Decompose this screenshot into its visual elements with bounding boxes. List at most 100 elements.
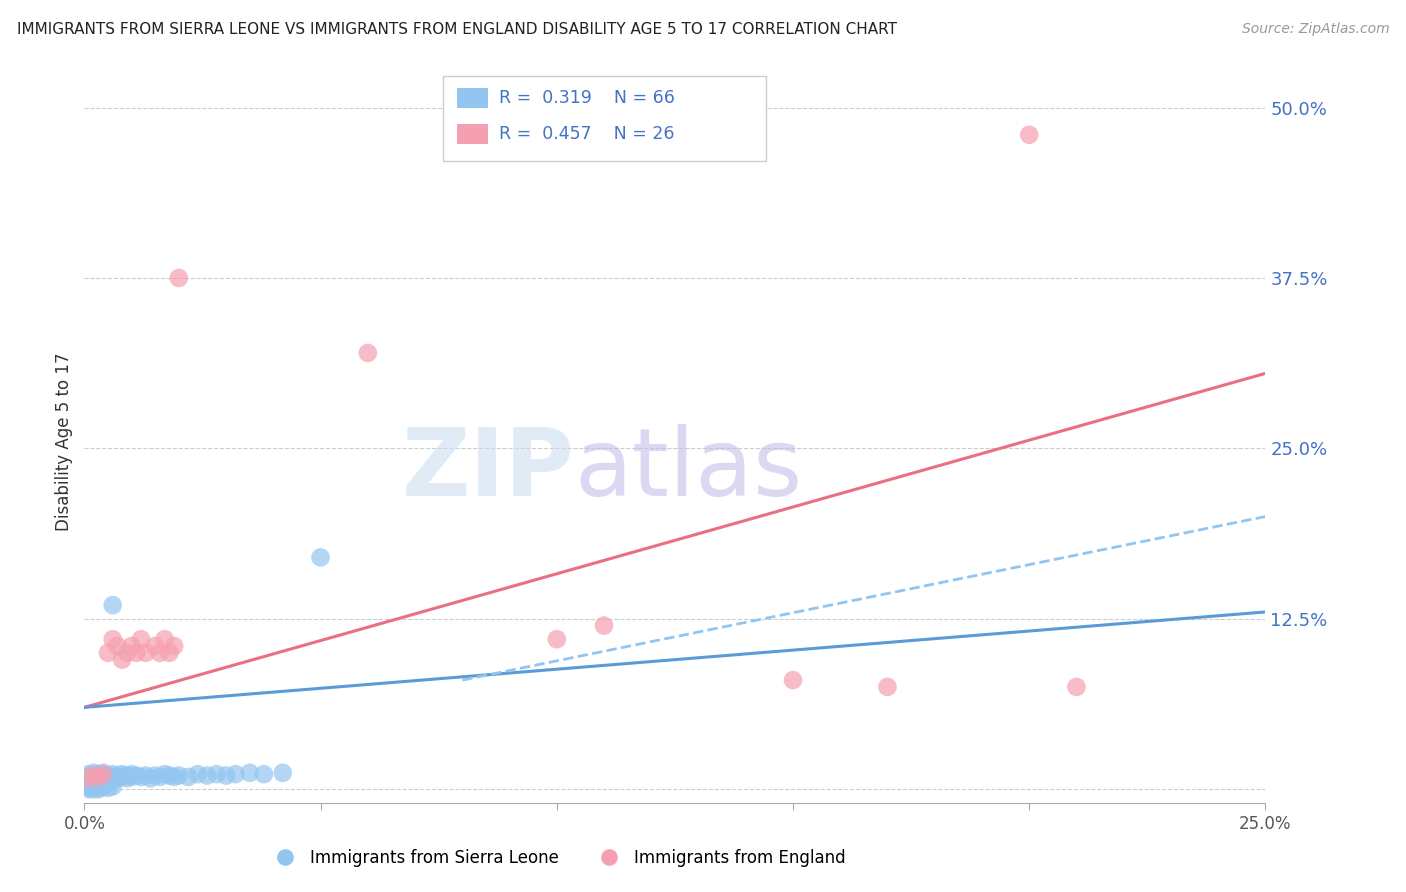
Point <box>149 646 172 660</box>
Point <box>782 673 804 687</box>
Point <box>1066 680 1088 694</box>
Point <box>167 271 190 285</box>
Text: IMMIGRANTS FROM SIERRA LEONE VS IMMIGRANTS FROM ENGLAND DISABILITY AGE 5 TO 17 C: IMMIGRANTS FROM SIERRA LEONE VS IMMIGRAN… <box>17 22 897 37</box>
Point <box>309 550 332 565</box>
Point <box>87 775 110 789</box>
Text: ZIP: ZIP <box>402 425 575 516</box>
Point <box>87 772 110 787</box>
Point <box>129 770 152 784</box>
Legend: Immigrants from Sierra Leone, Immigrants from England: Immigrants from Sierra Leone, Immigrants… <box>262 843 852 874</box>
Point <box>77 782 100 797</box>
Point <box>101 770 124 784</box>
Point <box>153 632 176 647</box>
Point <box>177 770 200 784</box>
Point <box>143 768 166 782</box>
Point <box>253 767 276 781</box>
Point <box>115 646 138 660</box>
Point <box>77 767 100 781</box>
Point <box>83 768 105 782</box>
Point <box>97 646 120 660</box>
Point <box>87 770 110 784</box>
Point <box>111 653 134 667</box>
Point <box>91 774 114 789</box>
Point <box>149 770 172 784</box>
Point <box>143 639 166 653</box>
Point <box>163 770 186 784</box>
Point <box>135 768 157 782</box>
Point <box>163 639 186 653</box>
Point <box>77 775 100 789</box>
Point <box>101 767 124 781</box>
Point <box>91 777 114 791</box>
Point <box>593 618 616 632</box>
Point <box>97 774 120 789</box>
Point <box>83 774 105 789</box>
Point <box>167 768 190 782</box>
Point <box>195 768 218 782</box>
Point <box>125 646 148 660</box>
Point <box>97 771 120 785</box>
Point <box>77 771 100 785</box>
Point <box>77 770 100 784</box>
Point <box>107 768 129 782</box>
Point <box>83 777 105 791</box>
Text: atlas: atlas <box>575 425 803 516</box>
Point <box>153 767 176 781</box>
Point <box>1018 128 1040 142</box>
Point <box>83 768 105 782</box>
Point <box>91 765 114 780</box>
Point <box>91 780 114 794</box>
Point <box>77 772 100 787</box>
Point <box>187 767 209 781</box>
Point <box>876 680 898 694</box>
Point <box>135 646 157 660</box>
Point <box>97 780 120 795</box>
Point <box>225 767 247 781</box>
Point <box>357 346 380 360</box>
Point <box>129 632 152 647</box>
Point <box>115 768 138 782</box>
Y-axis label: Disability Age 5 to 17: Disability Age 5 to 17 <box>55 352 73 531</box>
Point <box>77 780 100 794</box>
Point <box>83 765 105 780</box>
Point <box>83 780 105 795</box>
Point <box>239 765 262 780</box>
Point <box>546 632 568 647</box>
Text: Source: ZipAtlas.com: Source: ZipAtlas.com <box>1241 22 1389 37</box>
Point <box>91 767 114 781</box>
Point <box>91 768 114 782</box>
Point <box>83 771 105 785</box>
Point <box>111 770 134 784</box>
Point <box>101 598 124 612</box>
Point <box>125 768 148 782</box>
Point <box>77 780 100 795</box>
Point <box>107 771 129 785</box>
Point <box>121 639 143 653</box>
Point <box>101 772 124 787</box>
Point <box>83 782 105 797</box>
Point <box>115 771 138 785</box>
Point <box>271 765 294 780</box>
Point <box>83 778 105 792</box>
Point <box>215 768 238 782</box>
Point <box>87 771 110 785</box>
Point <box>101 780 124 794</box>
Point <box>205 767 228 781</box>
Point <box>157 646 180 660</box>
Point <box>87 782 110 797</box>
Point <box>87 767 110 781</box>
Point <box>121 770 143 784</box>
Point <box>87 770 110 784</box>
Point <box>107 639 129 653</box>
Point <box>139 771 162 785</box>
Point <box>77 771 100 785</box>
Point <box>77 778 100 792</box>
Point <box>111 767 134 781</box>
Point <box>157 768 180 782</box>
Text: R =  0.457    N = 26: R = 0.457 N = 26 <box>499 125 675 143</box>
Point <box>101 632 124 647</box>
Point <box>97 768 120 782</box>
Point <box>87 780 110 795</box>
Text: R =  0.319    N = 66: R = 0.319 N = 66 <box>499 89 675 107</box>
Point <box>121 767 143 781</box>
